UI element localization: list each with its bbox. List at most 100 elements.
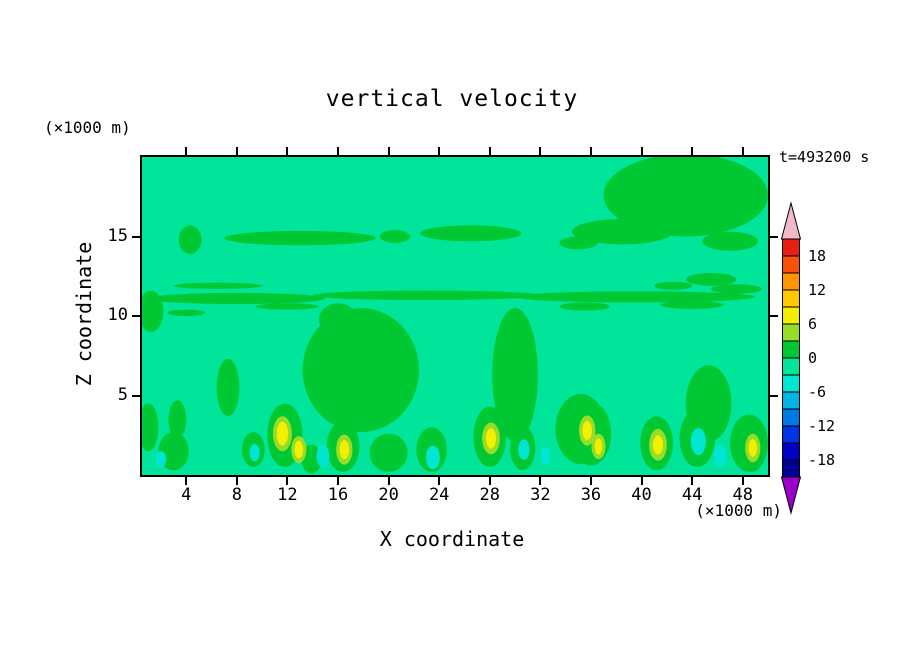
colorbar-segment xyxy=(782,289,800,308)
x-tick-label: 48 xyxy=(732,485,753,505)
y-tick-mark xyxy=(770,394,778,397)
contour-blob xyxy=(603,157,768,237)
colorbar-segment xyxy=(782,306,800,325)
x-tick-mark xyxy=(235,147,238,155)
contour-blob xyxy=(294,440,304,459)
colorbar-segment xyxy=(782,357,800,376)
colorbar-svg: 18 12 6 0 -6 -12 -18 xyxy=(780,201,835,515)
contour-blob xyxy=(654,281,693,290)
contour-blob xyxy=(425,445,440,470)
contour-blob xyxy=(515,291,756,303)
x-tick-mark xyxy=(387,477,390,485)
x-tick-mark xyxy=(488,477,491,485)
x-tick-mark xyxy=(691,147,694,155)
x-tick-label: 36 xyxy=(580,485,602,505)
y-tick-mark xyxy=(132,394,140,397)
contour-blob xyxy=(652,435,664,455)
contour-blob xyxy=(316,444,330,467)
contour-blob xyxy=(216,358,240,417)
contour-blob xyxy=(155,451,167,468)
contour-blob xyxy=(302,308,419,433)
x-tick-mark xyxy=(640,477,643,485)
contour-blob xyxy=(224,230,376,246)
x-tick-mark xyxy=(640,147,643,155)
contour-blob xyxy=(559,236,598,250)
contour-blob xyxy=(690,428,707,456)
contour-blob xyxy=(713,444,727,467)
colorbar-tick-label: 18 xyxy=(808,247,826,265)
colorbar-segment xyxy=(782,238,800,257)
colorbar-tick-label: 0 xyxy=(808,349,817,367)
x-tick-mark xyxy=(488,147,491,155)
contour-blob xyxy=(559,302,610,311)
x-tick-mark xyxy=(691,477,694,485)
colorbar-tick-label: -12 xyxy=(808,417,835,435)
contour-blob xyxy=(582,421,592,440)
contour-blob xyxy=(319,303,357,336)
contour-blob xyxy=(702,231,758,251)
x-tick-mark xyxy=(539,477,542,485)
y-tick-mark xyxy=(770,315,778,317)
x-tick-mark xyxy=(337,147,340,155)
contour-blob xyxy=(485,428,497,449)
contour-blob xyxy=(167,309,206,316)
contour-blob xyxy=(339,440,350,460)
y-tick-mark xyxy=(132,235,140,238)
y-tick-mark xyxy=(132,315,140,317)
x-tick-mark xyxy=(185,477,188,485)
x-axis-unit-label: (×1000 m) xyxy=(695,501,782,520)
colorbar-segment xyxy=(782,391,800,410)
x-tick-mark xyxy=(337,477,340,485)
contour-blob xyxy=(301,444,322,474)
contour-blob xyxy=(173,282,263,289)
contour-blob xyxy=(572,219,674,245)
x-axis-label: X coordinate xyxy=(379,527,525,551)
contour-blob xyxy=(276,421,289,446)
x-tick-label: 12 xyxy=(277,485,298,505)
x-tick-mark xyxy=(387,147,390,155)
x-tick-label: 8 xyxy=(231,485,242,505)
contour-blob xyxy=(158,432,189,471)
colorbar-segment xyxy=(782,425,800,444)
contour-blob xyxy=(379,230,411,243)
contour-blob xyxy=(660,300,724,309)
colorbar-segment xyxy=(782,374,800,393)
contour-field xyxy=(142,157,768,474)
y-tick-label: 10 xyxy=(107,305,128,325)
y-tick-label: 15 xyxy=(107,225,128,246)
x-tick-label: 28 xyxy=(479,485,500,505)
x-tick-mark xyxy=(438,477,441,485)
x-tick-mark xyxy=(589,477,592,485)
x-tick-label: 32 xyxy=(530,485,551,505)
y-tick-mark xyxy=(770,235,778,238)
colorbar-tick-label: -6 xyxy=(808,383,826,401)
contour-blob xyxy=(594,438,603,455)
contour-blob xyxy=(142,403,159,452)
x-tick-mark xyxy=(286,477,289,485)
colorbar-tick-label: 12 xyxy=(808,281,826,299)
x-tick-label: 44 xyxy=(681,485,703,505)
colorbar-segment xyxy=(782,459,800,478)
y-tick-label: 5 xyxy=(117,384,128,405)
x-tick-mark xyxy=(286,147,289,155)
colorbar-segment xyxy=(782,272,800,291)
contour-blob xyxy=(312,290,541,301)
colorbar-segment xyxy=(782,323,800,342)
plot-title: vertical velocity xyxy=(325,86,579,112)
colorbar-arrow-top-icon xyxy=(780,201,802,240)
contour-blob xyxy=(168,400,187,439)
x-tick-mark xyxy=(539,147,542,155)
colorbar-tick-label: -18 xyxy=(808,451,835,469)
contour-blob xyxy=(492,308,538,442)
x-tick-mark xyxy=(741,147,744,155)
colorbar-tick-label: 6 xyxy=(808,315,817,333)
colorbar-segment xyxy=(782,340,800,359)
x-tick-label: 16 xyxy=(327,485,349,505)
contour-blob xyxy=(420,225,522,242)
contour-blob xyxy=(540,446,551,466)
contour-blob xyxy=(748,439,758,457)
colorbar: 18 12 6 0 -6 -12 -18 xyxy=(779,201,854,522)
colorbar-segment xyxy=(782,255,800,274)
contour-blob xyxy=(178,225,202,254)
contour-blob xyxy=(142,290,164,332)
